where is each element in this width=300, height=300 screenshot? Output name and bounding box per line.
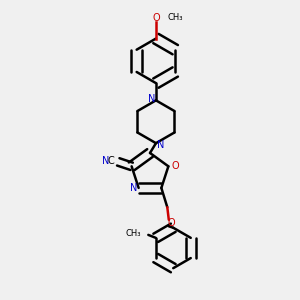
Text: O: O: [167, 218, 175, 228]
Text: CH₃: CH₃: [168, 13, 183, 22]
Text: N: N: [130, 183, 138, 193]
Text: O: O: [152, 13, 160, 23]
Text: O: O: [171, 161, 179, 171]
Text: CH₃: CH₃: [125, 230, 141, 238]
Text: N: N: [102, 156, 109, 166]
Text: N: N: [157, 140, 164, 150]
Text: N: N: [148, 94, 155, 104]
Text: C: C: [108, 156, 115, 166]
